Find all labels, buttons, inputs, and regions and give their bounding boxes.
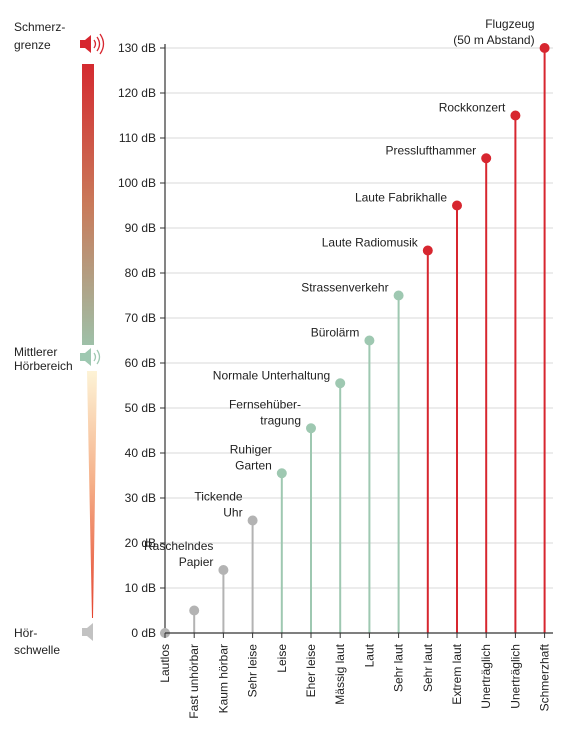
example-label: Rockkonzert — [439, 101, 506, 115]
x-axis: Lautlos Fast unhörbar Kaum hörbar Sehr leis… — [158, 632, 553, 719]
example-labels: Raschelndes Papier Tickende Uhr Ruhiger Garte… — [144, 17, 535, 569]
y-tick-label: 130 dB — [118, 41, 156, 55]
example-label: Normale Unterhaltung — [213, 368, 330, 382]
x-tick-label: Kaum hörbar — [216, 644, 230, 713]
x-tick-label: Mässig laut — [333, 643, 347, 704]
scale-label-top-1: Schmerz- — [14, 20, 65, 34]
scale-lower-bar — [87, 371, 97, 618]
y-tick-label: 100 dB — [118, 176, 156, 190]
y-tick-label: 70 dB — [125, 311, 156, 325]
x-tick-label: Sehr leise — [246, 644, 260, 698]
speaker-medium-icon — [80, 348, 101, 366]
example-label: Raschelndes — [144, 539, 213, 553]
data-point — [335, 378, 346, 389]
x-tick-label: Lautlos — [158, 644, 172, 683]
stems — [193, 48, 546, 633]
data-point — [422, 245, 433, 256]
hearing-scale: Schmerz- grenze Mittlerer Hörbereich Hör… — [14, 20, 105, 657]
x-tick-label: Fast unhörbar — [187, 644, 201, 719]
example-label: Laute Fabrikhalle — [355, 191, 447, 205]
x-tick-label: Leise — [275, 644, 289, 673]
x-tick-label: Eher leise — [304, 644, 318, 698]
y-tick-label: 110 dB — [119, 131, 156, 145]
y-tick-label: 120 dB — [118, 86, 156, 100]
data-point — [306, 423, 316, 434]
example-label: Presslufthammer — [385, 143, 476, 157]
y-axis: 0 dB 10 dB 20 dB 30 dB 40 dB 50 dB 60 dB 70 dB 8… — [118, 41, 166, 640]
grid-lines — [165, 47, 553, 589]
data-point — [510, 110, 521, 121]
example-label: Flugzeug — [485, 17, 534, 31]
speaker-quiet-icon — [82, 623, 93, 641]
example-label: Ruhiger — [230, 442, 272, 456]
example-label: (50 m Abstand) — [453, 33, 534, 47]
scale-label-top-2: grenze — [14, 38, 51, 52]
scale-upper-bar — [82, 64, 94, 345]
example-label: Garten — [235, 458, 272, 472]
x-tick-label: Sehr laut — [421, 643, 435, 692]
data-points — [160, 43, 550, 638]
x-tick-label: Laut — [362, 643, 376, 667]
example-label: Uhr — [223, 506, 242, 520]
example-label: Strassenverkehr — [301, 281, 388, 295]
y-tick-label: 50 dB — [125, 401, 156, 415]
data-point — [481, 153, 492, 164]
x-tick-label: Unerträglich — [508, 644, 522, 709]
scale-label-bottom-2: schwelle — [14, 643, 60, 657]
y-tick-label: 10 dB — [125, 581, 156, 595]
y-tick-label: 60 dB — [125, 356, 156, 370]
example-label: Fernsehüber- — [229, 397, 301, 411]
example-label: Papier — [179, 555, 214, 569]
y-tick-label: 40 dB — [125, 446, 156, 460]
y-tick-label: 30 dB — [125, 491, 156, 505]
speaker-loud-icon — [80, 33, 105, 55]
scale-label-middle-2: Hörbereich — [14, 359, 73, 373]
data-point — [276, 468, 287, 479]
y-tick-label: 0 dB — [131, 626, 156, 640]
y-tick-label: 20 dB — [125, 536, 156, 550]
example-label: Laute Radiomusik — [322, 236, 419, 250]
y-tick-label: 90 dB — [125, 221, 156, 235]
example-label: tragung — [260, 413, 301, 427]
x-tick-label: Sehr laut — [392, 643, 406, 692]
example-label: Tickende — [194, 490, 243, 504]
data-point — [189, 605, 200, 616]
data-point — [393, 290, 404, 301]
example-label: Bürolärm — [311, 326, 360, 340]
data-point — [452, 200, 462, 211]
x-tick-label: Extrem laut — [450, 643, 464, 704]
data-point — [539, 43, 550, 53]
scale-label-bottom-1: Hör- — [14, 626, 37, 640]
scale-label-middle-1: Mittlerer — [14, 345, 57, 359]
data-point — [218, 565, 229, 575]
data-point — [247, 515, 258, 526]
data-point — [364, 335, 375, 346]
y-tick-label: 80 dB — [125, 266, 156, 280]
x-tick-label: Unerträglich — [479, 644, 493, 709]
x-tick-label: Schmerzhaft — [538, 643, 552, 711]
